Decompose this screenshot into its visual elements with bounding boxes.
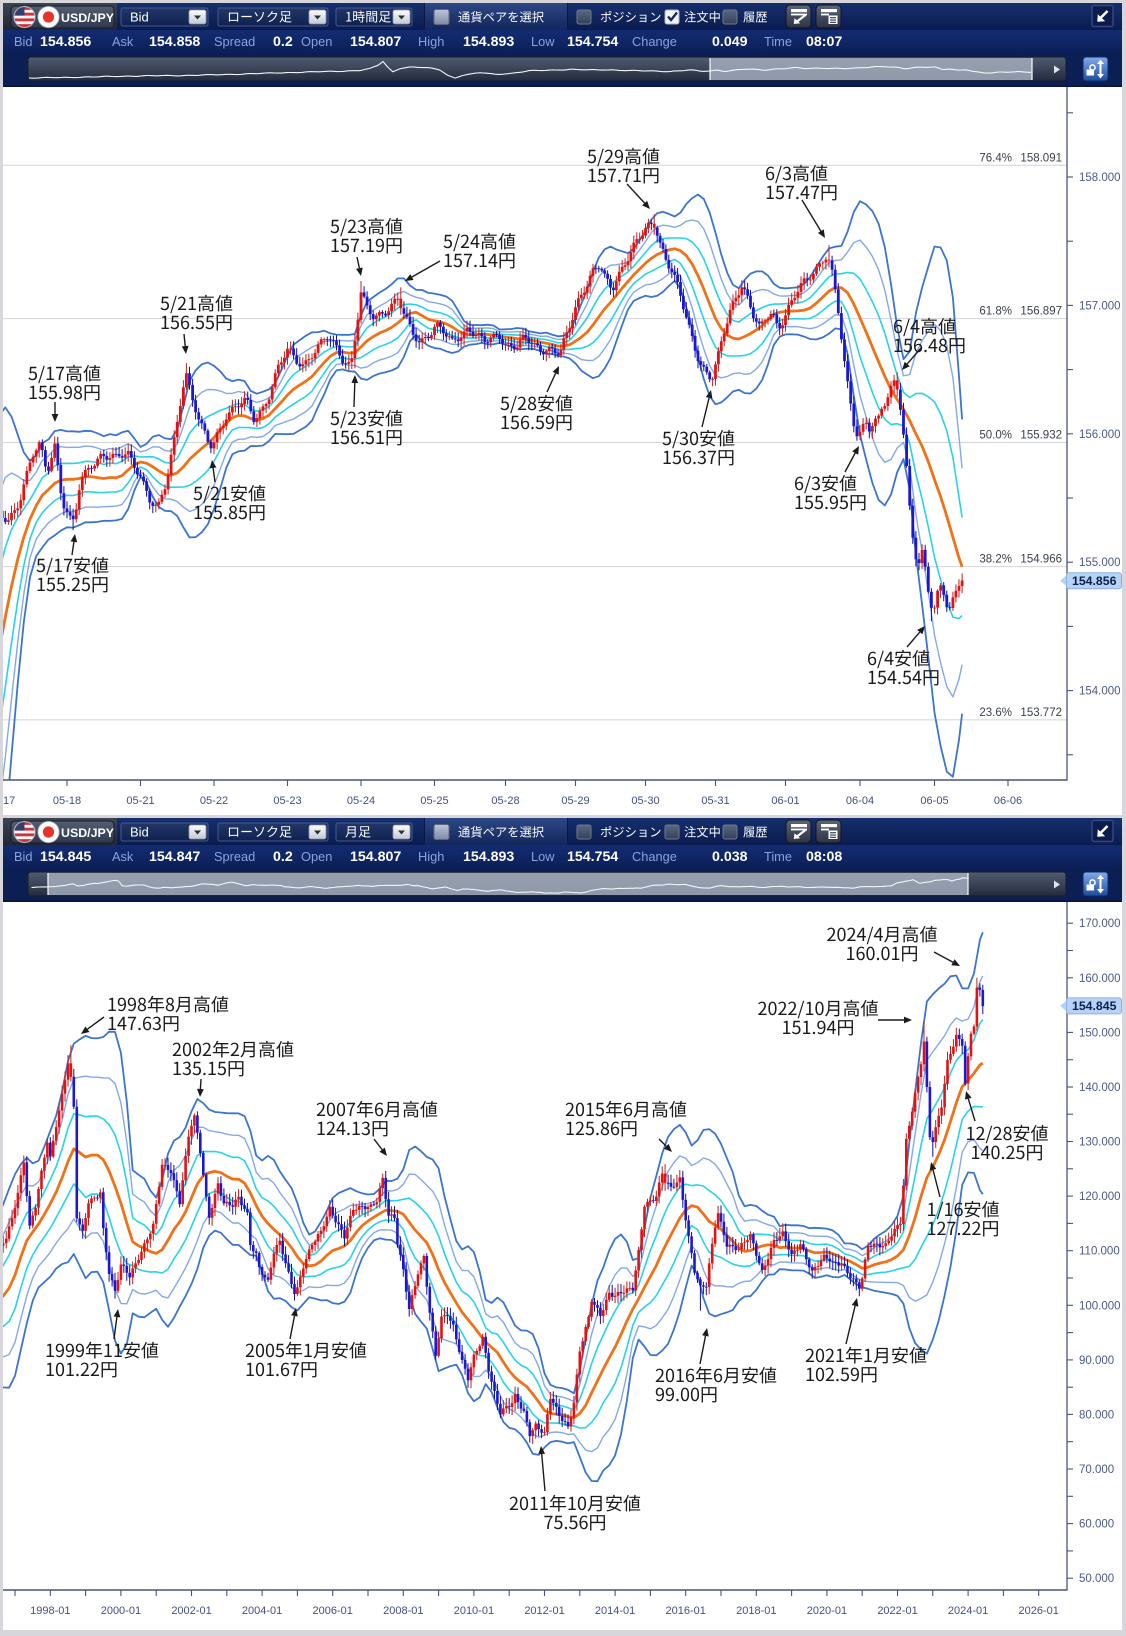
svg-text:Change: Change: [632, 849, 677, 864]
svg-text:Low: Low: [531, 849, 555, 864]
svg-text:17: 17: [3, 795, 15, 807]
svg-text:154.845: 154.845: [1072, 999, 1117, 1013]
svg-text:140.000: 140.000: [1079, 1082, 1121, 1094]
svg-text:0.2: 0.2: [273, 34, 293, 50]
svg-text:155.932: 155.932: [1020, 430, 1062, 442]
svg-text:USD/JPY: USD/JPY: [61, 11, 115, 25]
svg-text:05-18: 05-18: [53, 795, 81, 807]
svg-text:05-29: 05-29: [561, 795, 589, 807]
svg-text:USD/JPY: USD/JPY: [61, 826, 115, 840]
svg-text:Ask: Ask: [112, 849, 134, 864]
svg-text:Ask: Ask: [112, 34, 134, 49]
svg-text:2018-01: 2018-01: [736, 1605, 776, 1617]
svg-text:120.000: 120.000: [1079, 1191, 1121, 1203]
svg-text:Bid: Bid: [14, 34, 33, 49]
svg-text:High: High: [418, 34, 444, 49]
svg-text:06-05: 06-05: [920, 795, 948, 807]
svg-text:2002-01: 2002-01: [171, 1605, 211, 1617]
svg-text:05-25: 05-25: [420, 795, 448, 807]
svg-text:2026-01: 2026-01: [1019, 1605, 1059, 1617]
svg-text:2016-01: 2016-01: [666, 1605, 706, 1617]
svg-text:155.000: 155.000: [1079, 557, 1121, 569]
svg-text:154.754: 154.754: [567, 34, 618, 50]
svg-text:156.000: 156.000: [1079, 429, 1121, 441]
svg-text:154.856: 154.856: [40, 34, 91, 50]
svg-text:06-01: 06-01: [771, 795, 799, 807]
svg-text:154.754: 154.754: [567, 849, 618, 865]
svg-text:38.2%: 38.2%: [979, 554, 1012, 566]
svg-text:2000-01: 2000-01: [101, 1605, 141, 1617]
svg-text:0.049: 0.049: [712, 34, 748, 50]
svg-text:60.000: 60.000: [1079, 1519, 1114, 1531]
svg-text:156.897: 156.897: [1020, 306, 1062, 318]
svg-text:154.807: 154.807: [350, 34, 401, 50]
svg-text:Time: Time: [764, 34, 792, 49]
svg-text:05-31: 05-31: [701, 795, 729, 807]
svg-text:05-23: 05-23: [273, 795, 301, 807]
svg-text:157.000: 157.000: [1079, 300, 1121, 312]
svg-text:50.0%: 50.0%: [979, 430, 1012, 442]
svg-text:Spread: Spread: [214, 34, 255, 49]
svg-text:1998-01: 1998-01: [30, 1605, 70, 1617]
svg-text:76.4%: 76.4%: [979, 152, 1012, 164]
svg-text:Spread: Spread: [214, 849, 255, 864]
svg-text:Time: Time: [764, 849, 792, 864]
svg-text:80.000: 80.000: [1079, 1409, 1114, 1421]
svg-text:Low: Low: [531, 34, 555, 49]
svg-text:Change: Change: [632, 34, 677, 49]
svg-text:90.000: 90.000: [1079, 1355, 1114, 1367]
svg-text:170.000: 170.000: [1079, 918, 1121, 930]
svg-text:153.772: 153.772: [1020, 707, 1062, 719]
svg-text:05-24: 05-24: [347, 795, 375, 807]
svg-text:2020-01: 2020-01: [807, 1605, 847, 1617]
svg-text:154.858: 154.858: [149, 34, 200, 50]
svg-text:23.6%: 23.6%: [979, 707, 1012, 719]
svg-text:158.000: 158.000: [1079, 172, 1121, 184]
svg-text:154.845: 154.845: [40, 849, 91, 865]
svg-text:0.2: 0.2: [273, 849, 293, 865]
svg-text:06-06: 06-06: [994, 795, 1022, 807]
svg-text:154.966: 154.966: [1020, 554, 1062, 566]
svg-text:05-22: 05-22: [200, 795, 228, 807]
svg-text:05-21: 05-21: [126, 795, 154, 807]
svg-text:Bid: Bid: [130, 825, 149, 840]
svg-text:High: High: [418, 849, 444, 864]
svg-text:2014-01: 2014-01: [595, 1605, 635, 1617]
svg-text:05-30: 05-30: [631, 795, 659, 807]
svg-text:2006-01: 2006-01: [313, 1605, 353, 1617]
svg-text:Bid: Bid: [130, 10, 149, 25]
svg-text:05-28: 05-28: [491, 795, 519, 807]
svg-text:Open: Open: [301, 849, 332, 864]
svg-text:110.000: 110.000: [1079, 1246, 1120, 1258]
svg-text:08:08: 08:08: [806, 849, 842, 865]
svg-text:154.893: 154.893: [463, 849, 514, 865]
svg-text:Open: Open: [301, 34, 332, 49]
svg-text:160.000: 160.000: [1079, 973, 1121, 985]
svg-text:154.847: 154.847: [149, 849, 200, 865]
svg-text:158.091: 158.091: [1020, 152, 1062, 164]
svg-text:154.893: 154.893: [463, 34, 514, 50]
svg-text:150.000: 150.000: [1079, 1027, 1121, 1039]
svg-text:2022-01: 2022-01: [877, 1605, 917, 1617]
svg-text:2008-01: 2008-01: [383, 1605, 423, 1617]
svg-text:08:07: 08:07: [806, 34, 842, 50]
svg-text:50.000: 50.000: [1079, 1573, 1114, 1585]
svg-text:70.000: 70.000: [1079, 1464, 1114, 1476]
svg-text:154.000: 154.000: [1079, 686, 1121, 698]
svg-text:2012-01: 2012-01: [524, 1605, 564, 1617]
svg-text:06-04: 06-04: [846, 795, 874, 807]
svg-text:Bid: Bid: [14, 849, 33, 864]
svg-text:61.8%: 61.8%: [979, 306, 1012, 318]
svg-text:2010-01: 2010-01: [454, 1605, 494, 1617]
svg-text:2024-01: 2024-01: [948, 1605, 988, 1617]
svg-text:154.856: 154.856: [1072, 574, 1117, 588]
svg-text:130.000: 130.000: [1079, 1137, 1121, 1149]
svg-text:100.000: 100.000: [1079, 1300, 1121, 1312]
svg-text:0.038: 0.038: [712, 849, 748, 865]
svg-text:2004-01: 2004-01: [242, 1605, 282, 1617]
svg-text:154.807: 154.807: [350, 849, 401, 865]
